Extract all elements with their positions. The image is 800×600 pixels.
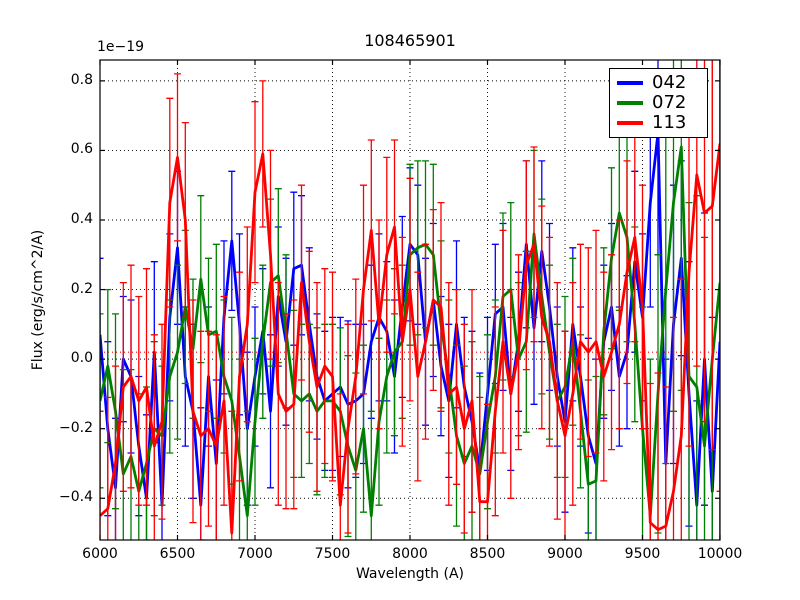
axes-frame	[99, 59, 721, 541]
legend-entry: 042	[617, 73, 700, 93]
x-tick-label: 9500	[624, 546, 661, 562]
x-tick-label: 9000	[547, 546, 583, 562]
y-tick-label: 0.6	[70, 141, 93, 158]
legend-entry: 072	[617, 93, 700, 113]
series-group	[100, 60, 720, 540]
x-tick-label: 7000	[237, 546, 273, 562]
legend: 042 072 113	[609, 68, 708, 138]
legend-line-swatch-blue	[617, 81, 643, 85]
y-tick-label: 0.2	[70, 280, 93, 297]
y-tick-label: 0.4	[70, 211, 93, 227]
y-tick-label: −0.4	[59, 489, 93, 506]
y-axis-offset-label: 1e−19	[97, 39, 145, 55]
x-tick-label: 8500	[469, 546, 506, 562]
y-tick-label: 0.8	[70, 71, 93, 88]
legend-label: 113	[652, 112, 687, 133]
x-tick-label: 7500	[314, 546, 351, 562]
legend-label: 042	[652, 72, 687, 93]
chart-title: 108465901	[364, 31, 456, 50]
y-tick-label: 0.0	[70, 350, 93, 367]
x-tick-label: 10000	[697, 546, 743, 562]
x-tick-label: 6500	[159, 546, 196, 562]
legend-entry: 113	[617, 113, 700, 133]
legend-line-swatch-red	[617, 121, 643, 125]
y-tick-label: −0.2	[59, 419, 93, 436]
x-tick-label: 8000	[392, 546, 428, 562]
legend-label: 072	[652, 92, 687, 113]
x-axis-label: Wavelength (A)	[355, 566, 464, 582]
x-tick-label: 6000	[82, 546, 118, 562]
line-113	[100, 143, 720, 535]
legend-line-swatch-green	[617, 101, 643, 105]
